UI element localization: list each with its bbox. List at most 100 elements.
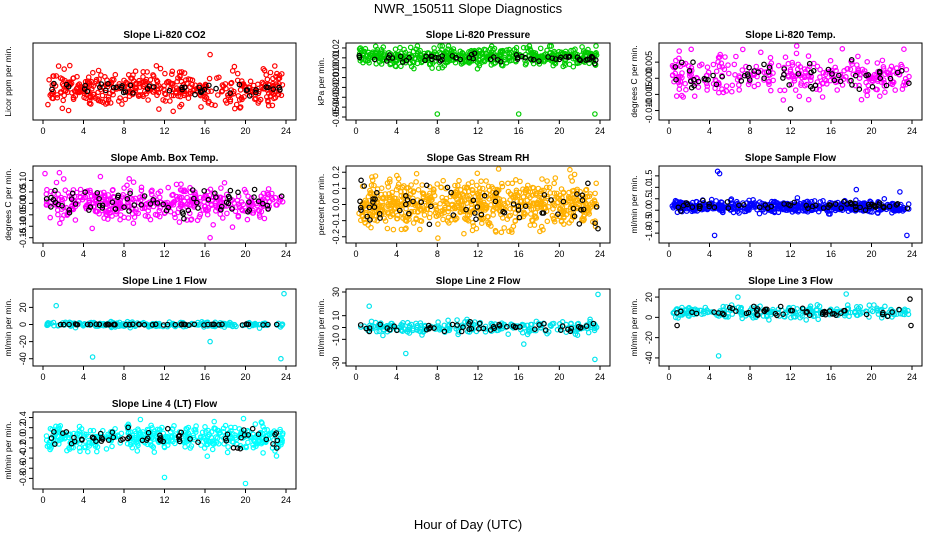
data-point <box>157 65 164 72</box>
data-point <box>112 206 119 212</box>
data-point <box>798 82 804 88</box>
data-point <box>829 71 835 77</box>
y-tick-label: -40 <box>18 352 28 365</box>
x-tick-label: 12 <box>785 249 795 259</box>
data-point <box>105 96 112 103</box>
data-point <box>251 194 257 200</box>
data-point <box>887 75 894 82</box>
y-tick-label: -0.15 <box>18 227 28 248</box>
data-point <box>156 83 162 89</box>
data-point <box>426 221 433 228</box>
data-point <box>177 187 184 193</box>
data-point <box>435 221 441 227</box>
data-point <box>381 50 388 56</box>
data-point <box>67 62 73 69</box>
data-point <box>260 450 266 456</box>
data-point <box>781 66 788 72</box>
data-point <box>870 78 876 85</box>
data-point <box>837 78 844 85</box>
data-point <box>505 49 511 56</box>
data-point <box>429 197 435 203</box>
data-point <box>475 194 482 200</box>
data-point <box>179 209 186 215</box>
data-point <box>428 203 434 210</box>
y-axis-label: degrees C per min. <box>629 45 639 117</box>
data-point <box>93 78 100 85</box>
data-point <box>524 45 530 51</box>
data-point <box>738 78 745 84</box>
x-tick-label: 16 <box>826 126 836 136</box>
y-tick-label: 20 <box>18 302 28 312</box>
data-point <box>101 189 107 196</box>
y-tick-label: 0.1 <box>331 182 341 195</box>
data-point <box>555 199 561 206</box>
data-point <box>583 202 589 208</box>
data-point <box>574 54 581 61</box>
data-point <box>180 188 187 195</box>
data-point <box>528 56 534 62</box>
data-point <box>264 202 271 209</box>
x-tick-label: 8 <box>747 249 752 259</box>
data-point <box>68 196 75 202</box>
data-point <box>438 211 445 217</box>
y-tick-label: -20 <box>644 331 654 344</box>
panel-title: Slope Line 2 Flow <box>436 276 521 287</box>
y-tick-label: -20 <box>18 335 28 348</box>
data-point <box>715 353 722 359</box>
data-point <box>464 193 470 199</box>
data-point <box>202 203 209 210</box>
x-tick-label: 8 <box>435 249 440 259</box>
data-point <box>456 177 462 184</box>
data-point <box>72 201 79 207</box>
x-tick-label: 4 <box>394 372 399 382</box>
data-point <box>858 96 865 103</box>
data-point <box>780 97 787 103</box>
data-point <box>169 200 176 207</box>
data-point <box>70 187 77 193</box>
data-point <box>235 212 242 219</box>
data-point <box>227 98 234 105</box>
data-point <box>761 61 767 68</box>
x-tick-label: 24 <box>281 126 291 136</box>
data-point <box>178 78 185 85</box>
data-point <box>551 48 558 55</box>
data-point <box>571 213 578 220</box>
y-axis-label: ml/min per min. <box>3 298 13 356</box>
data-point <box>370 199 376 205</box>
data-point <box>731 61 738 68</box>
data-point <box>136 80 143 87</box>
data-point <box>417 217 423 224</box>
data-point <box>445 317 451 324</box>
data-point <box>181 215 187 222</box>
data-point <box>735 294 741 300</box>
data-point <box>542 204 548 211</box>
data-point <box>74 73 80 80</box>
data-point <box>883 82 890 89</box>
data-point <box>236 81 243 88</box>
data-point <box>510 201 517 207</box>
data-point <box>243 87 250 94</box>
data-point <box>111 77 117 83</box>
data-point <box>156 106 162 112</box>
data-point <box>402 201 409 208</box>
data-point <box>431 192 438 199</box>
data-point <box>87 427 94 434</box>
data-point <box>822 71 829 78</box>
data-point <box>253 89 259 96</box>
data-point <box>72 93 79 99</box>
data-point <box>464 184 471 191</box>
data-point <box>718 60 725 67</box>
y-tick-label: -0.10 <box>18 216 28 237</box>
data-point <box>361 216 367 223</box>
data-point <box>676 86 683 93</box>
data-point <box>87 94 94 100</box>
data-point <box>678 92 685 99</box>
data-point <box>127 188 134 194</box>
data-point <box>551 218 558 225</box>
data-point <box>48 204 54 210</box>
data-point <box>154 200 161 206</box>
data-point <box>187 84 193 91</box>
data-point <box>515 111 522 117</box>
